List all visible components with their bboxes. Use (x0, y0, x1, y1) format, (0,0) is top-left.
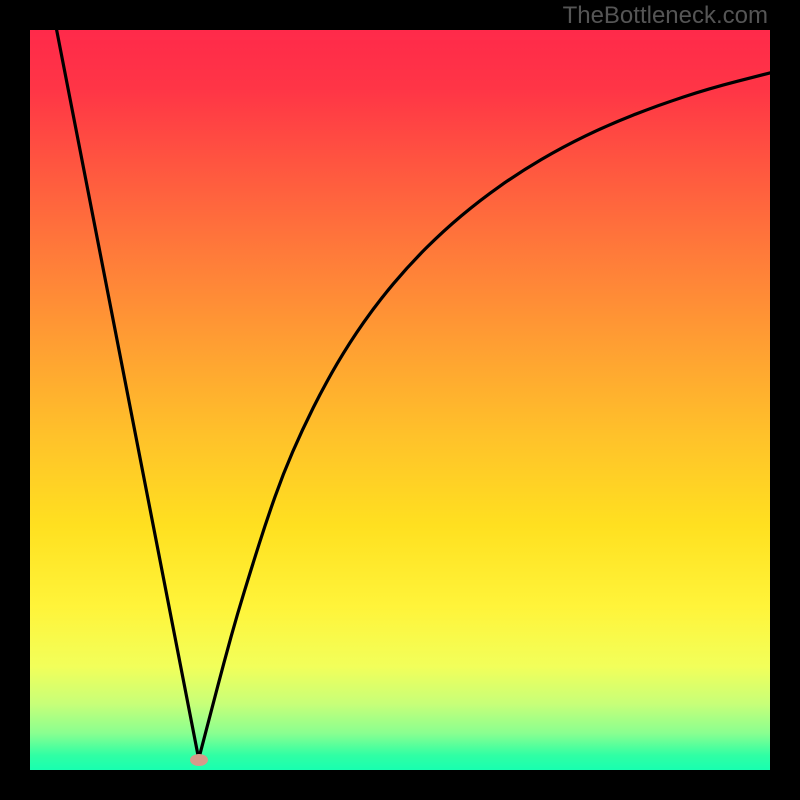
optimal-point-marker (190, 754, 208, 766)
watermark-label: TheBottleneck.com (563, 2, 768, 30)
chart-frame: TheBottleneck.com (0, 0, 800, 800)
bottleneck-curve (0, 0, 800, 800)
